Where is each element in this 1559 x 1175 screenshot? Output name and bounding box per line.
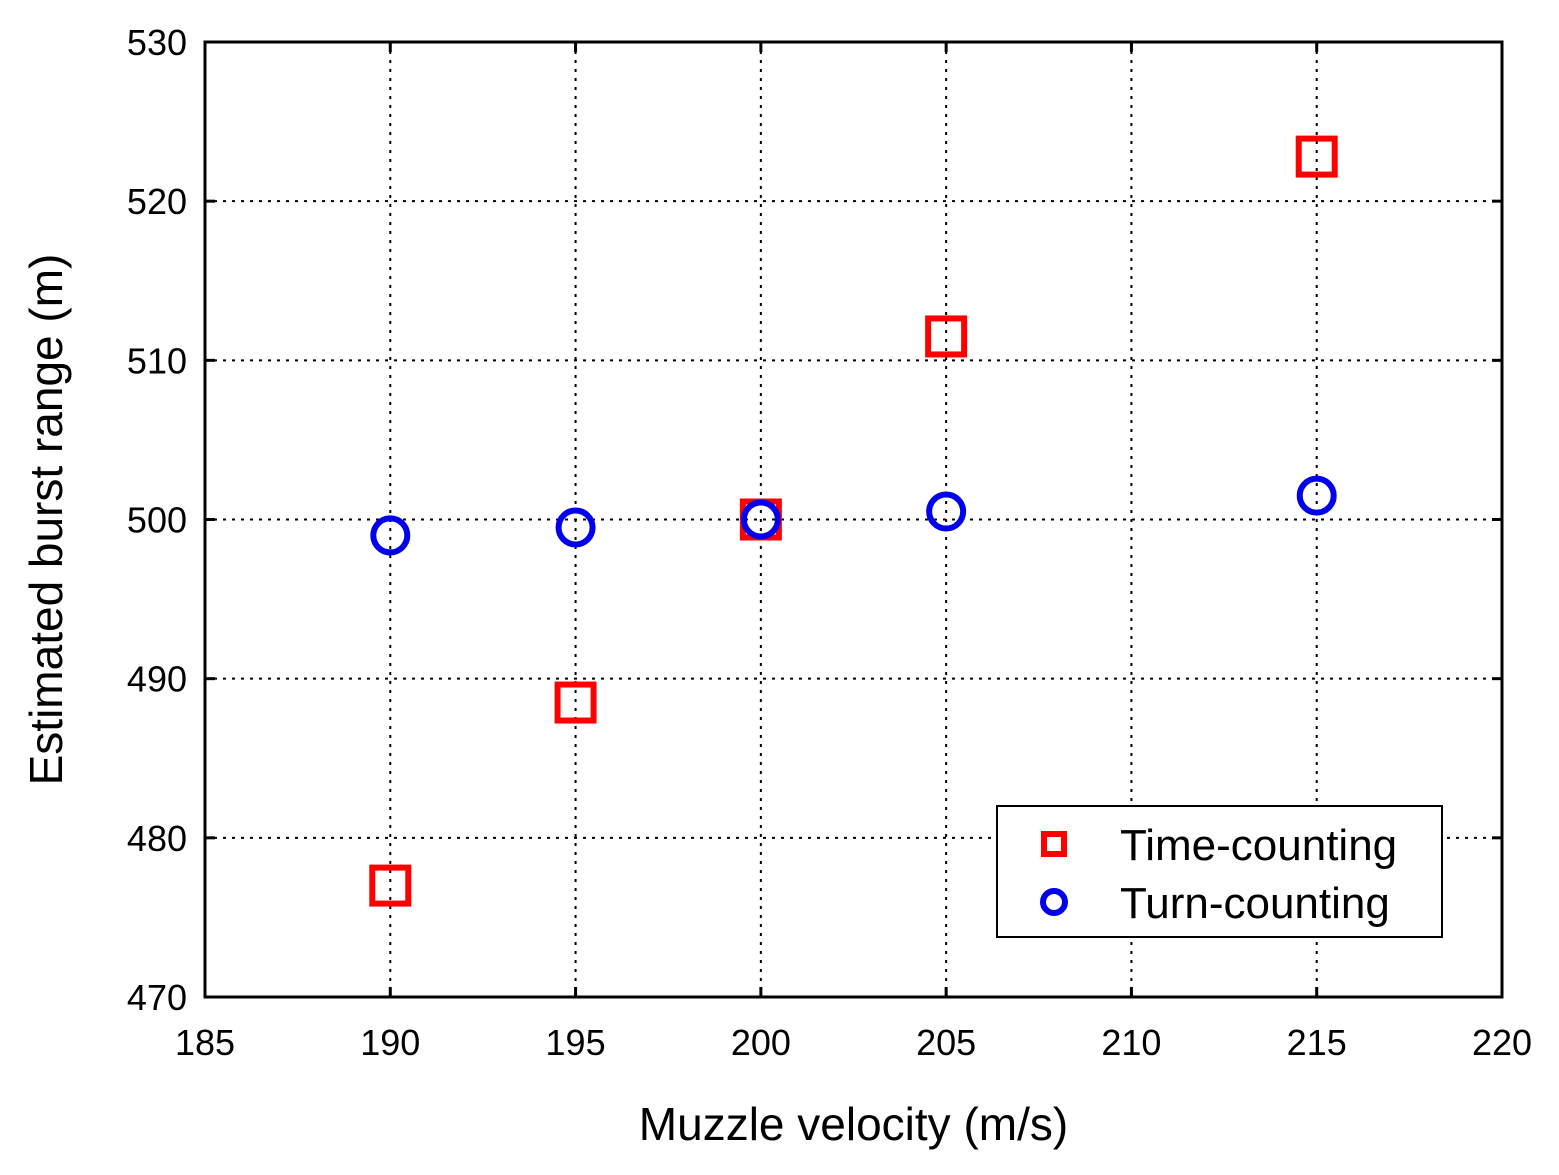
y-tick-label: 510 xyxy=(127,340,187,381)
turn-counting-point xyxy=(926,491,967,532)
legend-label: Turn-counting xyxy=(1120,879,1390,928)
time-counting-point xyxy=(369,864,412,907)
grid-lines xyxy=(205,42,1502,997)
x-tick-label: 190 xyxy=(360,1022,420,1063)
y-tick-label: 470 xyxy=(127,977,187,1018)
turn-counting-point xyxy=(740,499,781,540)
y-axis-title: Estimated burst range (m) xyxy=(20,254,72,786)
time-counting-point xyxy=(1295,135,1338,178)
legend-items: Time-counting Turn-counting xyxy=(1040,821,1397,928)
legend-circle-marker xyxy=(1040,888,1068,916)
x-tick-label: 195 xyxy=(546,1022,606,1063)
x-tick-label: 210 xyxy=(1101,1022,1161,1063)
legend-box xyxy=(996,805,1443,938)
y-tick-label: 480 xyxy=(127,818,187,859)
y-tick-label: 530 xyxy=(127,22,187,63)
turn-counting-point xyxy=(555,507,596,548)
axis-ticks: 185 190 195 200 205 210 215 220 470 480 490 500 510 5… xyxy=(127,22,1532,1063)
x-tick-label: 215 xyxy=(1287,1022,1347,1063)
legend: Time-counting Turn-counting xyxy=(996,805,1443,938)
y-tick-label: 520 xyxy=(127,181,187,222)
x-axis-title: Muzzle velocity (m/s) xyxy=(639,1098,1068,1150)
x-tick-label: 220 xyxy=(1472,1022,1532,1063)
y-tick-label: 500 xyxy=(127,500,187,541)
legend-square-marker xyxy=(1041,831,1067,857)
x-tick-label: 185 xyxy=(175,1022,235,1063)
y-tick-label: 490 xyxy=(127,659,187,700)
x-tick-label: 205 xyxy=(916,1022,976,1063)
turn-counting-point xyxy=(370,515,411,556)
data-marks xyxy=(369,135,1338,907)
turn-counting-point xyxy=(1296,475,1337,516)
time-counting-point xyxy=(554,681,597,724)
x-tick-label: 200 xyxy=(731,1022,791,1063)
time-counting-point xyxy=(925,315,968,358)
legend-label: Time-counting xyxy=(1120,821,1397,870)
